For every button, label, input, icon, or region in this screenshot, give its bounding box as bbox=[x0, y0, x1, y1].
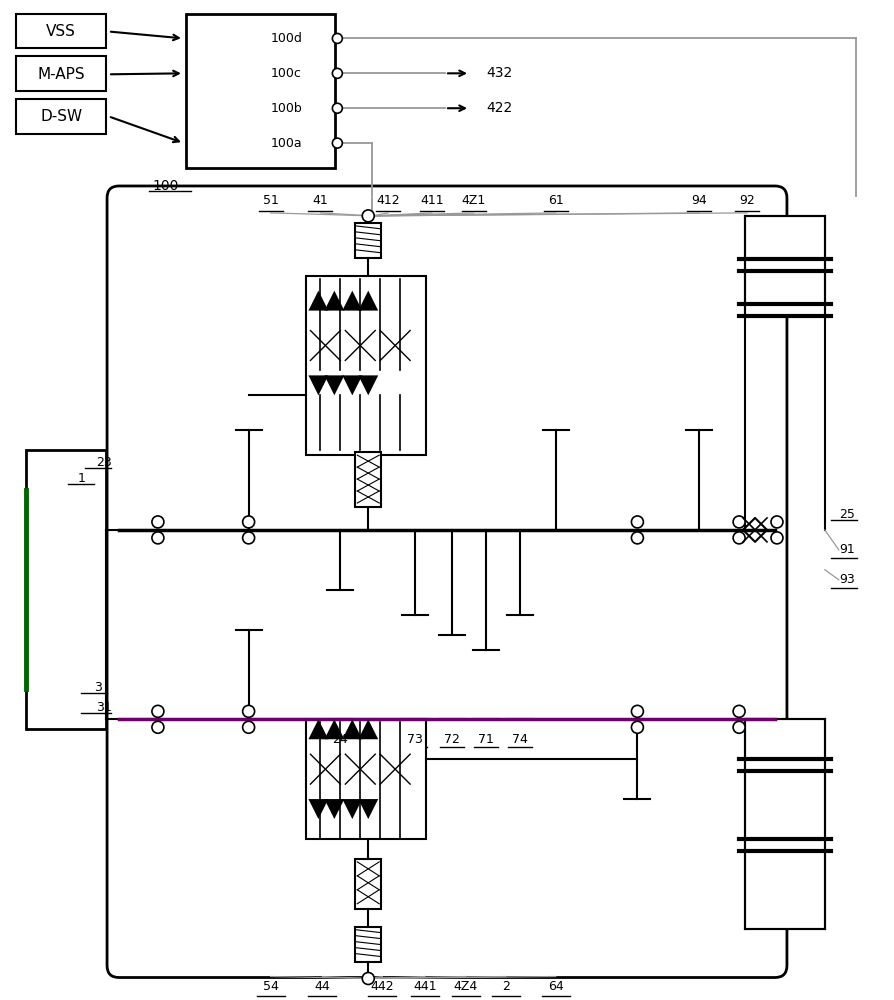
Polygon shape bbox=[324, 719, 344, 739]
Text: 1: 1 bbox=[77, 472, 85, 485]
Text: VSS: VSS bbox=[46, 24, 76, 39]
Text: 100d: 100d bbox=[270, 32, 302, 45]
Text: 92: 92 bbox=[738, 194, 755, 207]
Text: 44: 44 bbox=[314, 980, 330, 993]
Circle shape bbox=[152, 721, 164, 733]
Circle shape bbox=[332, 103, 342, 113]
Polygon shape bbox=[358, 291, 378, 311]
Text: 91: 91 bbox=[838, 543, 854, 556]
Text: 100: 100 bbox=[153, 179, 179, 193]
Circle shape bbox=[732, 516, 744, 528]
Circle shape bbox=[732, 532, 744, 544]
Text: 422: 422 bbox=[486, 101, 512, 115]
Circle shape bbox=[732, 721, 744, 733]
Bar bbox=[355, 452, 381, 507]
Text: 93: 93 bbox=[838, 573, 854, 586]
Circle shape bbox=[332, 33, 342, 43]
Circle shape bbox=[242, 721, 254, 733]
Circle shape bbox=[631, 532, 643, 544]
FancyBboxPatch shape bbox=[107, 186, 786, 978]
Text: 71: 71 bbox=[477, 733, 493, 746]
Bar bbox=[744, 216, 824, 316]
Bar bbox=[355, 223, 381, 258]
Circle shape bbox=[152, 516, 164, 528]
Polygon shape bbox=[308, 291, 328, 311]
Bar bbox=[744, 719, 824, 929]
Circle shape bbox=[152, 705, 164, 717]
Polygon shape bbox=[324, 799, 344, 819]
Text: 411: 411 bbox=[420, 194, 443, 207]
Text: 73: 73 bbox=[407, 733, 423, 746]
Polygon shape bbox=[324, 291, 344, 311]
Polygon shape bbox=[358, 375, 378, 395]
Circle shape bbox=[242, 532, 254, 544]
Text: 432: 432 bbox=[486, 66, 512, 80]
Polygon shape bbox=[342, 719, 362, 739]
Text: 412: 412 bbox=[376, 194, 400, 207]
Bar bbox=[16, 99, 106, 134]
Bar bbox=[355, 927, 381, 962]
Bar bbox=[16, 56, 106, 91]
Text: 72: 72 bbox=[443, 733, 460, 746]
Bar bbox=[306, 719, 426, 839]
Polygon shape bbox=[308, 375, 328, 395]
Polygon shape bbox=[308, 719, 328, 739]
Text: 61: 61 bbox=[547, 194, 563, 207]
Text: 100a: 100a bbox=[270, 137, 302, 150]
Text: 442: 442 bbox=[370, 980, 393, 993]
Circle shape bbox=[631, 705, 643, 717]
Circle shape bbox=[332, 138, 342, 148]
Text: 3: 3 bbox=[94, 681, 102, 694]
Polygon shape bbox=[358, 719, 378, 739]
Circle shape bbox=[770, 532, 782, 544]
Text: 2: 2 bbox=[502, 980, 510, 993]
Circle shape bbox=[732, 705, 744, 717]
Polygon shape bbox=[308, 799, 328, 819]
Polygon shape bbox=[342, 375, 362, 395]
Polygon shape bbox=[324, 375, 344, 395]
Text: M-APS: M-APS bbox=[38, 67, 85, 82]
Bar bbox=[16, 14, 106, 48]
Text: 41: 41 bbox=[312, 194, 328, 207]
Text: 23: 23 bbox=[96, 456, 112, 469]
Circle shape bbox=[242, 516, 254, 528]
Circle shape bbox=[332, 68, 342, 78]
Circle shape bbox=[242, 705, 254, 717]
Polygon shape bbox=[342, 291, 362, 311]
Text: 441: 441 bbox=[413, 980, 436, 993]
Text: 51: 51 bbox=[262, 194, 278, 207]
Text: D-SW: D-SW bbox=[40, 109, 82, 124]
Circle shape bbox=[770, 516, 782, 528]
Text: 74: 74 bbox=[511, 733, 527, 746]
Circle shape bbox=[631, 721, 643, 733]
Bar bbox=[306, 276, 426, 455]
Text: 4Z1: 4Z1 bbox=[461, 194, 485, 207]
Bar bbox=[26, 450, 106, 729]
Text: 54: 54 bbox=[262, 980, 278, 993]
Polygon shape bbox=[358, 799, 378, 819]
Text: 4Z4: 4Z4 bbox=[453, 980, 477, 993]
Polygon shape bbox=[342, 799, 362, 819]
Text: 25: 25 bbox=[838, 508, 854, 521]
Bar bbox=[186, 14, 335, 168]
Text: 24: 24 bbox=[332, 733, 348, 746]
Bar bbox=[355, 859, 381, 909]
Text: 31: 31 bbox=[96, 701, 112, 714]
Circle shape bbox=[631, 516, 643, 528]
Circle shape bbox=[152, 532, 164, 544]
Circle shape bbox=[362, 210, 374, 222]
Text: 94: 94 bbox=[690, 194, 706, 207]
Text: 64: 64 bbox=[547, 980, 563, 993]
Text: 100c: 100c bbox=[270, 67, 301, 80]
Circle shape bbox=[362, 973, 374, 984]
Text: 100b: 100b bbox=[270, 102, 302, 115]
